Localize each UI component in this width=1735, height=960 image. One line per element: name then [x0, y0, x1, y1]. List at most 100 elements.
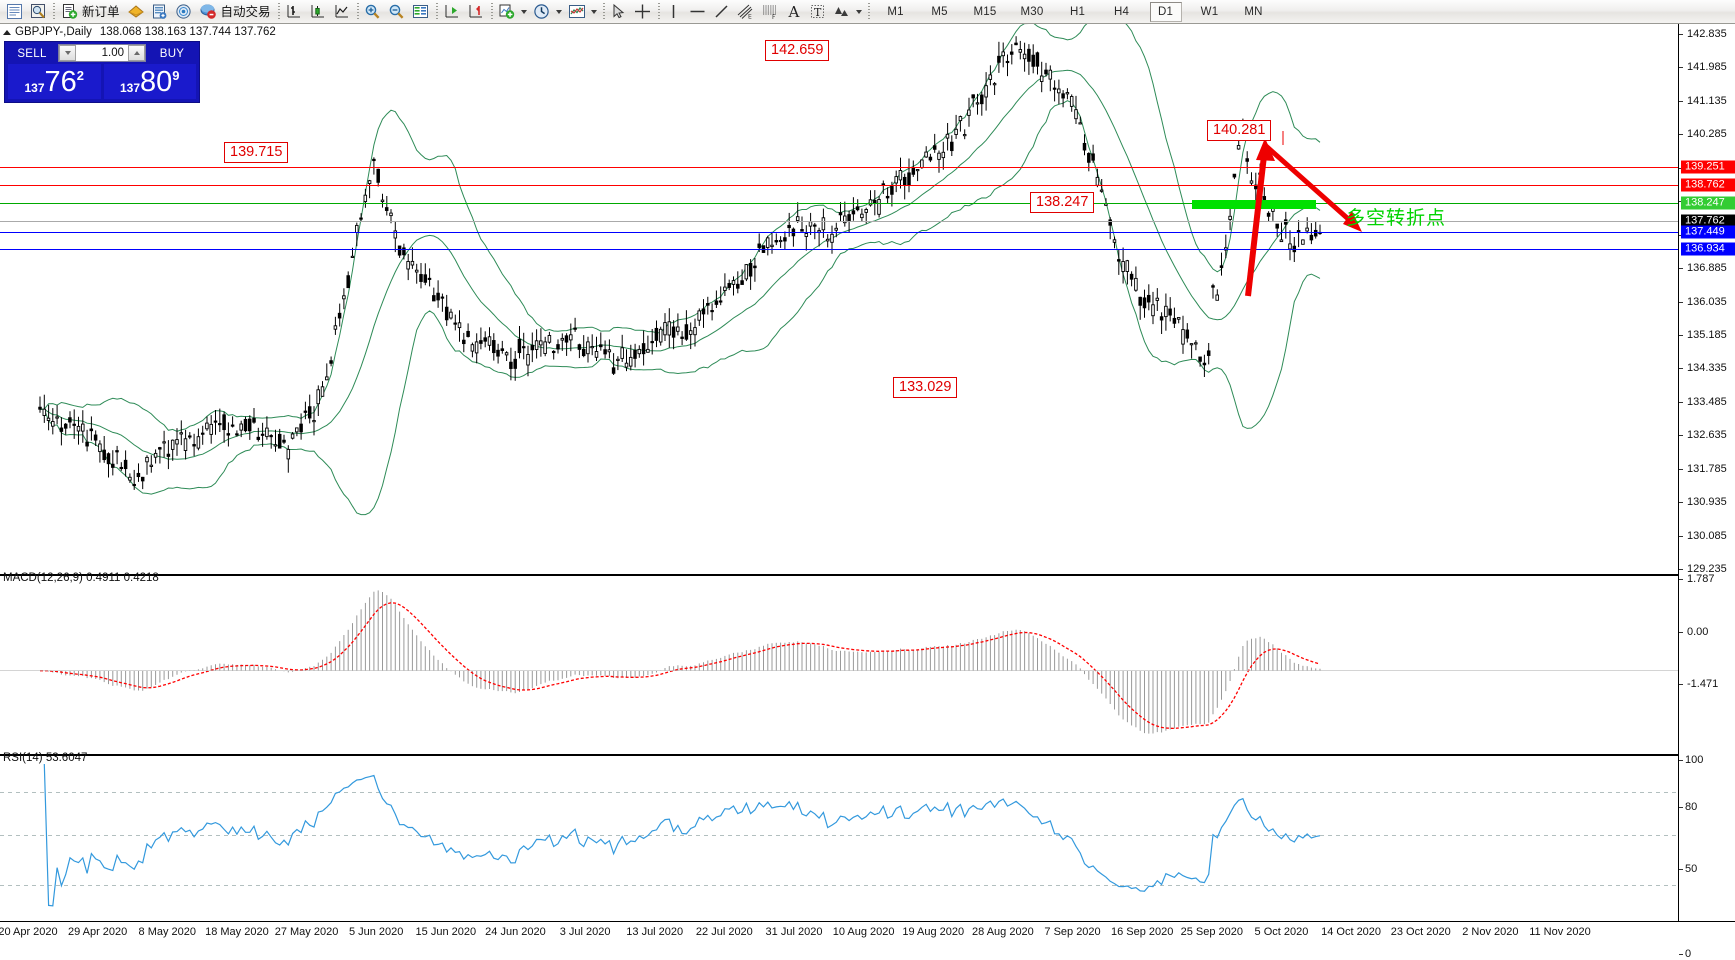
- volume-input[interactable]: 1.00: [76, 45, 128, 61]
- timeframe-h1[interactable]: H1: [1069, 5, 1086, 18]
- period-icon[interactable]: [530, 1, 554, 23]
- buy-button[interactable]: BUY: [148, 44, 196, 64]
- buy-price-box[interactable]: 137 80 9: [103, 64, 196, 99]
- timeframe-w1[interactable]: W1: [1200, 5, 1219, 18]
- timeframe-m30[interactable]: M30: [1020, 5, 1044, 18]
- date-axis-label: 3 Jul 2020: [559, 926, 611, 938]
- vertical-line-icon[interactable]: [662, 1, 686, 23]
- price-axis-tick: 133.485: [1679, 396, 1727, 408]
- price-level-tag[interactable]: 136.934: [1681, 242, 1735, 256]
- timeframe-m15[interactable]: M15: [973, 5, 997, 18]
- price-axis[interactable]: 142.835141.985141.135140.285139.435138.5…: [1678, 24, 1735, 960]
- symbol-ohlc: 138.068 138.163 137.744 137.762: [99, 26, 276, 38]
- crosshair-icon[interactable]: [631, 1, 655, 23]
- rsi-pane[interactable]: [0, 754, 1678, 921]
- sell-button[interactable]: SELL: [8, 44, 56, 64]
- level-line[interactable]: [0, 232, 1678, 233]
- templates-icon[interactable]: [565, 1, 589, 23]
- add-indicator-dropdown[interactable]: [519, 1, 530, 23]
- auto-scroll-icon[interactable]: [464, 1, 488, 23]
- symbol-name: GBPJPY-,Daily: [15, 26, 92, 38]
- date-axis-label: 19 Aug 2020: [902, 926, 965, 938]
- timeframe-h4[interactable]: H4: [1113, 5, 1130, 18]
- zoom-out-icon[interactable]: [385, 1, 409, 23]
- date-axis-label: 16 Sep 2020: [1110, 926, 1174, 938]
- new-order-icon[interactable]: [57, 1, 81, 23]
- rsi-axis-tick: 80: [1679, 801, 1697, 813]
- terminal-icon[interactable]: [2, 1, 26, 23]
- date-axis-label: 11 Nov 2020: [1529, 926, 1591, 938]
- trendline-icon[interactable]: [710, 1, 734, 23]
- date-axis-label: 31 Jul 2020: [765, 926, 823, 938]
- toolbar-separator: [50, 2, 57, 22]
- level-line[interactable]: [0, 167, 1678, 168]
- text-box-icon[interactable]: T: [806, 1, 830, 23]
- chinese-annotation-turning-point[interactable]: 多空转折点: [1346, 207, 1447, 229]
- fibonacci-icon[interactable]: F: [758, 1, 782, 23]
- date-axis-label: 8 May 2020: [138, 926, 197, 938]
- callout-142659[interactable]: 142.659: [765, 40, 830, 61]
- date-axis-label: 13 Jul 2020: [626, 926, 684, 938]
- callout-133029[interactable]: 133.029: [893, 377, 958, 398]
- date-axis-label: 22 Jul 2020: [695, 926, 753, 938]
- price-level-tag[interactable]: 139.251: [1681, 160, 1735, 174]
- rsi-canvas: [0, 763, 1678, 907]
- price-axis-tick: 142.835: [1679, 28, 1727, 40]
- price-level-tag[interactable]: 138.247: [1681, 196, 1735, 210]
- callout-140281[interactable]: 140.281: [1207, 120, 1272, 141]
- candlestick-chart-icon[interactable]: [306, 1, 330, 23]
- symbol-header: GBPJPY-,Daily 138.068 138.163 137.744 13…: [0, 25, 600, 39]
- date-axis-label: 5 Oct 2020: [1254, 926, 1309, 938]
- callout-139715[interactable]: 139.715: [224, 142, 289, 163]
- macd-axis-tick: 1.787: [1679, 573, 1715, 585]
- zoom-in-icon[interactable]: [361, 1, 385, 23]
- volume-decrease-button[interactable]: [59, 45, 76, 61]
- autotrading-icon[interactable]: [196, 1, 220, 23]
- date-axis-label: 28 Aug 2020: [972, 926, 1034, 938]
- level-line[interactable]: [0, 249, 1678, 250]
- macd-canvas: [0, 590, 1678, 734]
- collapse-triangle-icon[interactable]: [3, 29, 11, 35]
- autotrading-label[interactable]: 自动交易: [220, 4, 271, 19]
- shapes-dropdown[interactable]: [854, 1, 865, 23]
- level-line[interactable]: [0, 185, 1678, 186]
- price-axis-tick: 132.635: [1679, 429, 1727, 441]
- price-level-tag[interactable]: 138.762: [1681, 178, 1735, 192]
- expert-advisors-icon[interactable]: [124, 1, 148, 23]
- horizontal-line-icon[interactable]: [686, 1, 710, 23]
- volume-stepper[interactable]: 1.00: [58, 44, 146, 62]
- data-window-icon[interactable]: [26, 1, 50, 23]
- one-click-trading-panel[interactable]: SELL 1.00 BUY 137 76 2 137 80 9: [4, 41, 200, 103]
- market-watch-icon[interactable]: [172, 1, 196, 23]
- timeframe-m1[interactable]: M1: [887, 5, 904, 18]
- price-axis-tick: 140.285: [1679, 128, 1727, 140]
- price-chart-pane[interactable]: [0, 24, 1678, 574]
- volume-increase-button[interactable]: [128, 45, 145, 61]
- bar-chart-icon[interactable]: [282, 1, 306, 23]
- chart-shift-icon[interactable]: [440, 1, 464, 23]
- date-axis-label: 25 Sep 2020: [1180, 926, 1244, 938]
- sell-price-box[interactable]: 137 76 2: [8, 64, 101, 99]
- timeframe-d1[interactable]: D1: [1149, 1, 1182, 22]
- callout-138247[interactable]: 138.247: [1030, 192, 1095, 213]
- period-dropdown[interactable]: [554, 1, 565, 23]
- cursor-icon[interactable]: [607, 1, 631, 23]
- data-grid-icon[interactable]: [409, 1, 433, 23]
- shapes-icon[interactable]: [830, 1, 854, 23]
- price-level-tag[interactable]: 137.449: [1681, 225, 1735, 239]
- text-label-icon[interactable]: A: [782, 1, 806, 23]
- toolbar-separator: [865, 2, 872, 22]
- svg-text:T: T: [814, 6, 822, 19]
- date-axis[interactable]: 20 Apr 2020 29 Apr 2020 8 May 2020 18 May 2…: [0, 921, 1735, 944]
- add-indicator-icon[interactable]: [495, 1, 519, 23]
- price-axis-tick: 131.785: [1679, 463, 1727, 475]
- templates-dropdown[interactable]: [589, 1, 600, 23]
- timeframe-m5[interactable]: M5: [931, 5, 948, 18]
- navigator-icon[interactable]: [148, 1, 172, 23]
- equidistant-channel-icon[interactable]: E: [734, 1, 758, 23]
- timeframe-mn[interactable]: MN: [1244, 5, 1263, 18]
- macd-pane[interactable]: [0, 574, 1678, 754]
- price-level-tag[interactable]: 137.762: [1681, 214, 1735, 228]
- new-order-label[interactable]: 新订单: [82, 4, 120, 19]
- line-chart-icon[interactable]: [330, 1, 354, 23]
